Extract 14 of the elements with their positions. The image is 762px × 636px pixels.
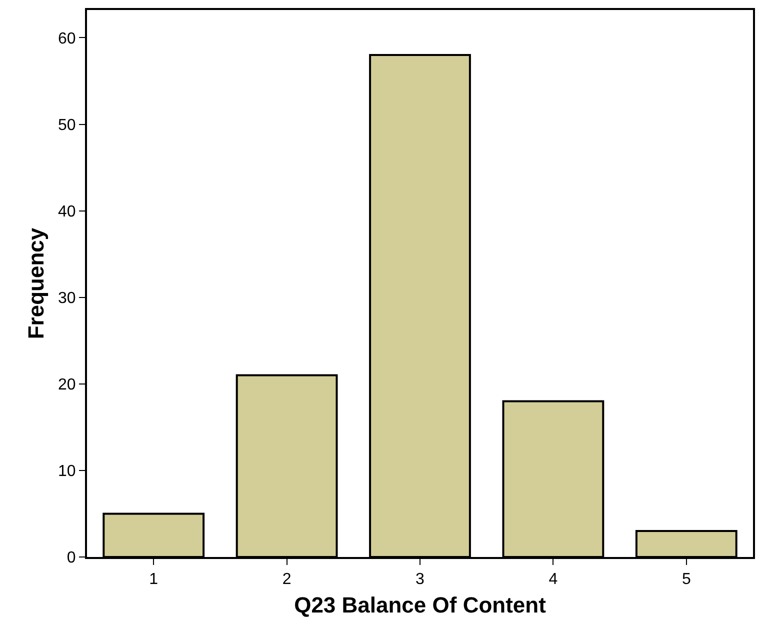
x-tick-label: 4 (548, 571, 558, 588)
x-tick-label: 1 (149, 571, 158, 588)
x-axis-title: Q23 Balance Of Content (294, 592, 547, 618)
x-tick-label: 2 (282, 571, 292, 588)
y-tick-label: 60 (58, 30, 76, 48)
y-tick-label: 50 (58, 116, 76, 134)
y-tick-label: 30 (58, 290, 76, 307)
y-tick-label: 0 (66, 550, 76, 567)
y-tick-label: 20 (58, 376, 76, 394)
y-axis-title: Frequency (23, 227, 48, 340)
x-tick-label: 5 (682, 571, 691, 588)
y-tick-label: 40 (58, 203, 76, 220)
x-tick-label: 3 (416, 571, 425, 588)
y-tick-label: 10 (58, 463, 76, 480)
